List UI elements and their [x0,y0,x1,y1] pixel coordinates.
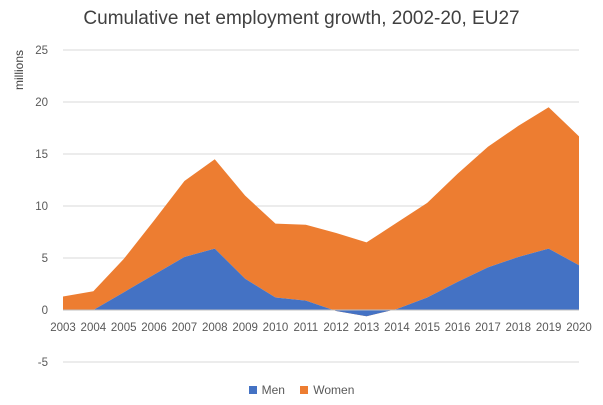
x-tick-label: 2008 [202,322,228,334]
area-series-women [63,107,579,317]
y-tick-label: 20 [35,97,48,109]
x-tick-label: 2007 [172,322,198,334]
legend-label-women: Women [313,383,355,397]
x-tick-label: 2019 [536,322,562,334]
x-tick-label: 2013 [354,322,380,334]
legend-item-men: Men [248,383,285,397]
legend: Men Women [0,383,603,397]
legend-swatch-women [300,386,309,394]
chart-title: Cumulative net employment growth, 2002-2… [83,8,520,29]
legend-item-women: Women [300,383,354,397]
x-tick-label: 2012 [323,322,349,334]
y-tick-label: -5 [38,357,48,369]
y-tick-label: 10 [35,201,48,213]
x-tick-label: 2011 [293,322,318,334]
x-tick-label: 2003 [50,322,76,334]
x-tick-label: 2014 [384,322,410,334]
x-tick-label: 2010 [263,322,289,334]
legend-label-men: Men [261,383,285,397]
x-tick-label: 2015 [414,322,440,334]
x-tick-label: 2004 [81,322,107,334]
x-tick-label: 2005 [111,322,137,334]
x-tick-label: 2020 [566,322,592,334]
x-tick-label: 2016 [445,322,471,334]
y-tick-label: 5 [42,253,48,265]
x-tick-label: 2017 [475,322,501,334]
legend-swatch-men [248,386,257,394]
x-tick-label: 2009 [232,322,258,334]
y-tick-label: 15 [35,149,48,161]
y-tick-label: 0 [42,305,48,317]
x-tick-label: 2018 [505,322,531,334]
area-series-men [63,248,579,317]
x-tick-label: 2006 [141,322,167,334]
y-tick-label: 25 [35,45,48,57]
